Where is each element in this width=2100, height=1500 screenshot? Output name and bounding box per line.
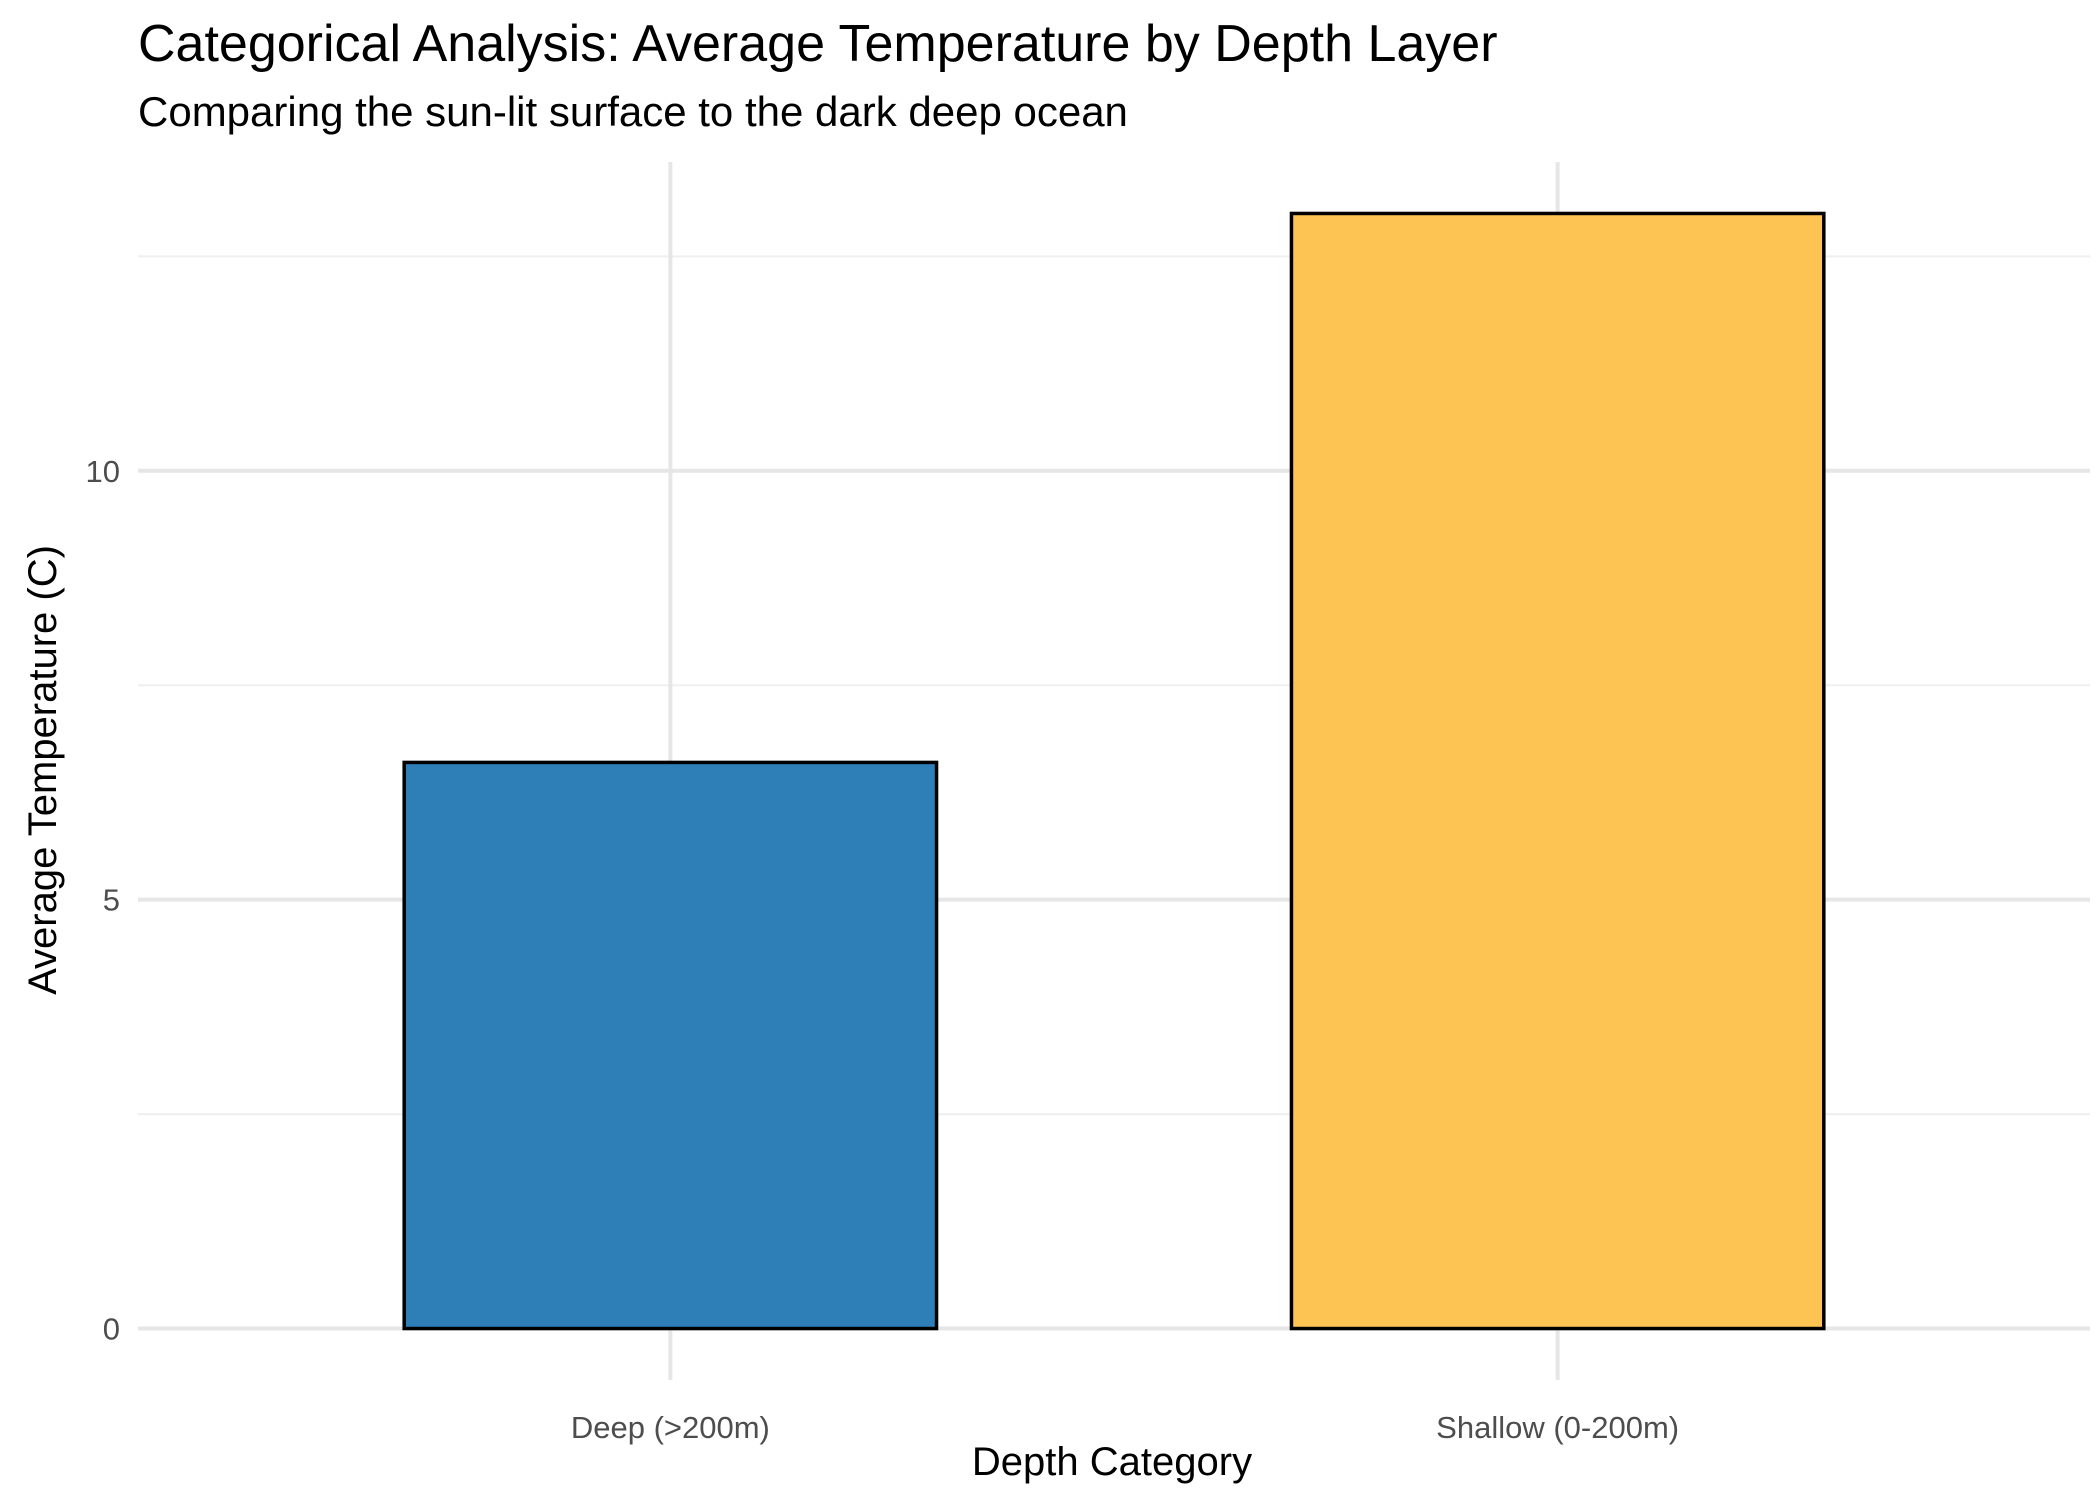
- x-tick-labels: Deep (>200m) Shallow (0-200m): [571, 1410, 1679, 1445]
- y-tick-label: 0: [103, 1312, 120, 1347]
- y-axis-title: Average Temperature (C): [21, 545, 65, 995]
- bars: [402, 211, 1826, 1331]
- chart-title: Categorical Analysis: Average Temperatur…: [138, 15, 1498, 73]
- bar: [1289, 211, 1826, 1331]
- bar: [402, 760, 939, 1331]
- y-tick-label: 5: [103, 883, 120, 918]
- y-tick-labels: 0 5 10: [86, 454, 120, 1347]
- y-tick-label: 10: [86, 454, 120, 489]
- error-bars: [581, 212, 1647, 764]
- x-tick-label: Shallow (0-200m): [1436, 1410, 1679, 1445]
- x-tick-label: Deep (>200m): [571, 1410, 770, 1445]
- x-axis-title: Depth Category: [972, 1440, 1252, 1484]
- chart-subtitle: Comparing the sun-lit surface to the dar…: [138, 88, 1128, 135]
